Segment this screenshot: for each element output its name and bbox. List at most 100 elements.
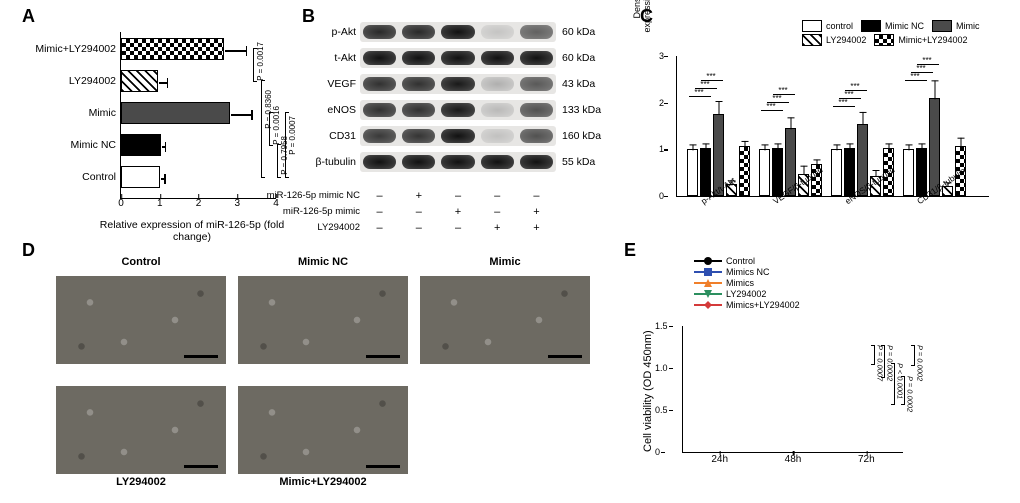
- legend-swatch: [874, 34, 894, 46]
- protein-label: t-Akt: [300, 52, 356, 64]
- blot-band: [520, 129, 553, 143]
- condition-mark: –: [360, 222, 399, 236]
- legend-item: Mimic NC: [861, 20, 924, 32]
- lane-strip: [360, 48, 556, 68]
- legend-item: Control: [694, 256, 800, 266]
- panel-d-micrographs: Control Mimic NC Mimic LY294002 Mimic+LY…: [22, 252, 602, 492]
- condition-mark: +: [517, 222, 556, 236]
- legend-text: Mimics: [726, 278, 754, 288]
- bar-label: Mimic: [24, 107, 116, 119]
- legend-text: LY294002: [726, 289, 766, 299]
- condition-cells: ––+–+: [360, 206, 556, 220]
- bar-label: Mimic NC: [24, 139, 116, 151]
- sig-label: ***: [778, 86, 787, 95]
- lane-strip: [360, 152, 556, 172]
- lane-strip: [360, 100, 556, 120]
- blot-band: [402, 129, 435, 143]
- protein-label: CD31: [300, 130, 356, 142]
- xtick: 24h: [711, 454, 728, 465]
- blot-band: [481, 77, 514, 91]
- legend-text: LY294002: [826, 35, 866, 45]
- panel-c-groupedbar: Densitometry analyses of protein express…: [640, 20, 1000, 230]
- legend-item: control: [802, 20, 853, 32]
- blot-band: [481, 155, 514, 169]
- panel-b-blot: p-Akt60 kDat-Akt60 kDaVEGF43 kDaeNOS133 …: [300, 22, 610, 252]
- blot-band: [481, 103, 514, 117]
- condition-cells: –+–––: [360, 190, 556, 204]
- blot-band: [441, 25, 474, 39]
- sig-label: ***: [766, 102, 775, 111]
- blot-band: [441, 77, 474, 91]
- blot-band: [363, 77, 396, 91]
- legend-text: Mimic NC: [885, 21, 924, 31]
- bar-mimic: Mimic: [121, 102, 230, 124]
- condition-cells: –––++: [360, 222, 556, 236]
- blot-band: [402, 103, 435, 117]
- micrograph: [56, 276, 226, 364]
- bar: [916, 148, 927, 196]
- legend-item: Mimics+LY294002: [694, 300, 800, 310]
- bar: [759, 149, 770, 196]
- sig-label: ***: [844, 90, 853, 99]
- micrograph: [56, 386, 226, 474]
- bar: [687, 149, 698, 196]
- blot-row: eNOS133 kDa: [300, 100, 610, 122]
- bar: [739, 146, 750, 196]
- bar-ly: LY294002: [121, 70, 158, 92]
- condition-mark: +: [438, 206, 477, 220]
- kda-label: 60 kDa: [562, 26, 610, 38]
- panel-c-plot: 0 1 2 3 p-Akt/t-Akt*********VEGF/β-tubul…: [676, 56, 989, 197]
- bar-group: [687, 56, 757, 196]
- panel-e-legend: Control Mimics NC Mimics LY294002 Mimics…: [694, 256, 800, 311]
- bar-mimic-ly: Mimic+LY294002: [121, 38, 224, 60]
- condition-mark: –: [438, 190, 477, 204]
- protein-label: p-Akt: [300, 26, 356, 38]
- blot-band: [481, 25, 514, 39]
- blot-conditions: miR-126-5p mimic NC–+–––miR-126-5p mimic…: [300, 190, 610, 238]
- micro-label: Mimic+LY294002: [238, 476, 408, 492]
- legend-item: LY294002: [802, 34, 866, 46]
- blot-band: [441, 155, 474, 169]
- condition-label: miR-126-5p mimic: [210, 206, 360, 217]
- blot-band: [520, 103, 553, 117]
- bar: [903, 149, 914, 196]
- micrograph-grid: Control Mimic NC Mimic LY294002 Mimic+LY…: [56, 256, 596, 492]
- blot-band: [363, 51, 396, 65]
- sig-label: ***: [700, 80, 709, 89]
- legend-item: Mimic: [932, 20, 980, 32]
- condition-mark: –: [438, 222, 477, 236]
- figure-root: A B C D E Mimic+LY294002 LY294002 Mimic …: [0, 0, 1020, 503]
- panel-a-plot: Mimic+LY294002 LY294002 Mimic Mimic NC C…: [120, 32, 276, 199]
- kda-label: 160 kDa: [562, 130, 610, 142]
- micro-label: Control: [56, 256, 226, 274]
- condition-mark: –: [478, 190, 517, 204]
- legend-item: LY294002: [694, 289, 800, 299]
- legend-text: Control: [726, 256, 755, 266]
- bar-control: Control: [121, 166, 160, 188]
- blot-band: [520, 155, 553, 169]
- panel-label-e: E: [624, 240, 636, 261]
- panel-c-legend: controlMimic NCMimicLY294002Mimic+LY2940…: [802, 20, 992, 48]
- micrograph: [238, 276, 408, 364]
- condition-mark: –: [399, 222, 438, 236]
- blot-band: [441, 103, 474, 117]
- panel-e-ylabel: Cell viability (OD 450nm): [642, 330, 654, 452]
- blot-band: [481, 51, 514, 65]
- blot-band: [402, 155, 435, 169]
- kda-label: 60 kDa: [562, 52, 610, 64]
- blot-band: [363, 129, 396, 143]
- legend-swatch: [802, 20, 822, 32]
- legend-swatch: [932, 20, 952, 32]
- xtick: 72h: [858, 454, 875, 465]
- bar-label: Control: [24, 171, 116, 183]
- condition-label: LY294002: [210, 222, 360, 233]
- blot-band: [363, 103, 396, 117]
- blot-band: [402, 51, 435, 65]
- legend-marker: [694, 300, 722, 310]
- blot-row: CD31 160 kDa: [300, 126, 610, 148]
- legend-marker: [694, 256, 722, 266]
- blot-band: [363, 25, 396, 39]
- legend-swatch: [861, 20, 881, 32]
- xtick: 48h: [785, 454, 802, 465]
- bar-label: LY294002: [24, 75, 116, 87]
